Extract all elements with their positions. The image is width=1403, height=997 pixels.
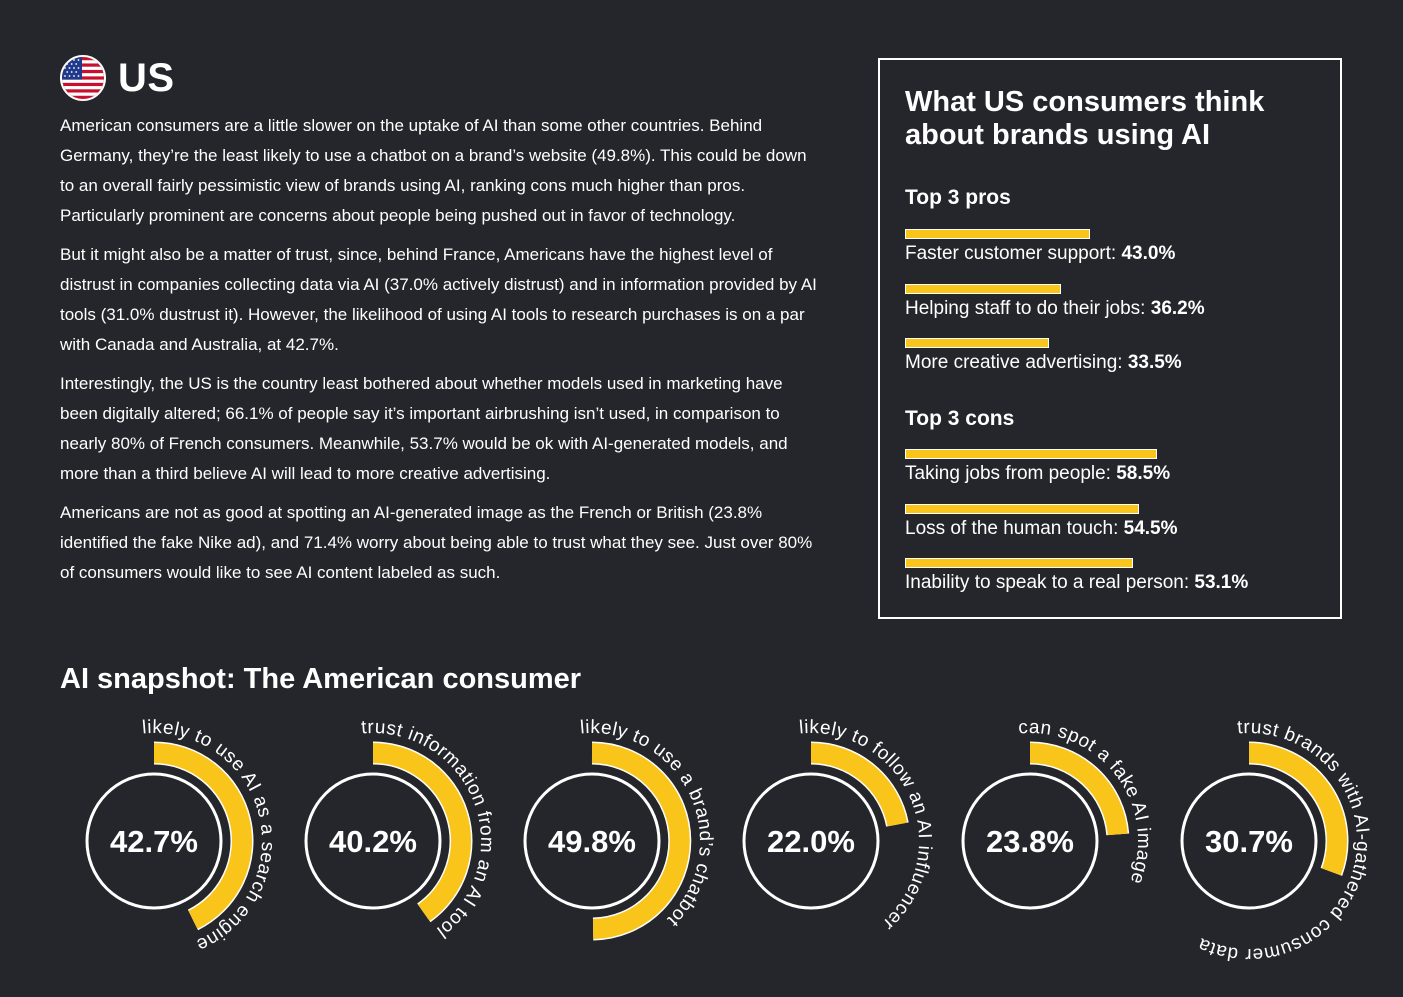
pro-bar-fill: [905, 338, 1050, 348]
pros-heading: Top 3 pros: [905, 186, 1011, 209]
con-bar-fill: [905, 504, 1140, 514]
gauge-chart: 42.7%likely to use AI as a search engine…: [85, 717, 1373, 965]
gauge-ring: [742, 772, 880, 910]
bar-value: 54.5%: [1123, 518, 1178, 539]
brands-ai-panel: What US consumers think about brands usi…: [878, 58, 1342, 619]
gauge: 30.7%trust brands with AI-gathered consu…: [1180, 717, 1373, 965]
gauge-value: 30.7%: [1205, 824, 1293, 859]
pro-bar-fill: [905, 229, 1090, 239]
bar-label: Taking jobs from people:: [905, 463, 1117, 484]
gauge-arc: [372, 743, 471, 921]
bar-label: Helping staff to do their jobs:: [905, 298, 1151, 319]
pro-bar-item: Faster customer support: 43.0%: [905, 229, 1325, 275]
country-title: US: [118, 55, 175, 100]
gauge-value: 23.8%: [986, 824, 1074, 859]
gauge-ring: [523, 772, 661, 910]
gauge-ring: [85, 772, 223, 910]
gauge: 40.2%trust information from an AI tool: [304, 717, 497, 942]
gauge-ring: [961, 772, 1099, 910]
bar-value: 43.0%: [1121, 243, 1176, 264]
gauge-value: 49.8%: [548, 824, 636, 859]
snapshot-gauges: 42.7% likely to use AI as a search engine…: [0, 700, 1403, 992]
us-flag-icon: [60, 55, 106, 101]
gauge: 42.7%likely to use AI as a search engine: [85, 717, 278, 956]
gauge-arc: [1248, 743, 1347, 876]
pro-bar-fill: [905, 284, 1061, 294]
gauge: 22.0%likely to follow an AI influencer: [742, 717, 934, 935]
gauge-arc: [1029, 743, 1128, 836]
con-bar-fill: [905, 449, 1157, 459]
gauge: 23.8%can spot a fake AI image: [961, 717, 1153, 910]
gauge-arc: [153, 743, 252, 929]
bar-value: 33.5%: [1127, 352, 1182, 373]
bar-label: Faster customer support:: [905, 243, 1122, 264]
panel-title: What US consumers think about brands usi…: [905, 86, 1265, 151]
article-body: American consumers are a little slower o…: [60, 111, 820, 597]
gauge-value: 42.7%: [110, 824, 198, 859]
bar-label: Inability to speak to a real person:: [905, 572, 1195, 593]
gauge: 49.8%likely to use a brand’s chatbot: [523, 717, 716, 941]
gauge-value: 40.2%: [329, 824, 417, 859]
snapshot-title: AI snapshot: The American consumer: [60, 663, 582, 695]
page-header: US: [60, 54, 175, 102]
paragraph: American consumers are a little slower o…: [60, 116, 807, 225]
paragraph: Americans are not as good at spotting an…: [60, 503, 813, 582]
con-bar-item: Loss of the human touch: 54.5%: [905, 504, 1325, 550]
cons-heading: Top 3 cons: [905, 407, 1015, 430]
pro-bar-item: Helping staff to do their jobs: 36.2%: [905, 284, 1325, 330]
gauge-ring: [304, 772, 442, 910]
gauge-value: 22.0%: [767, 824, 855, 859]
gauge-arc: [810, 743, 908, 827]
con-bar-fill: [905, 558, 1134, 568]
pro-bar-item: More creative advertising: 33.5%: [905, 338, 1325, 384]
bar-value: 58.5%: [1116, 463, 1171, 484]
bar-label: More creative advertising:: [905, 352, 1128, 373]
gauge-arc: [591, 743, 690, 939]
bar-value: 36.2%: [1150, 298, 1205, 319]
paragraph: But it might also be a matter of trust, …: [60, 245, 817, 354]
con-bar-item: Inability to speak to a real person: 53.…: [905, 558, 1325, 604]
bar-value: 53.1%: [1194, 572, 1249, 593]
con-bar-item: Taking jobs from people: 58.5%: [905, 449, 1325, 495]
bar-label: Loss of the human touch:: [905, 518, 1124, 539]
gauge-ring: [1180, 772, 1318, 910]
paragraph: Interestingly, the US is the country lea…: [60, 374, 788, 483]
